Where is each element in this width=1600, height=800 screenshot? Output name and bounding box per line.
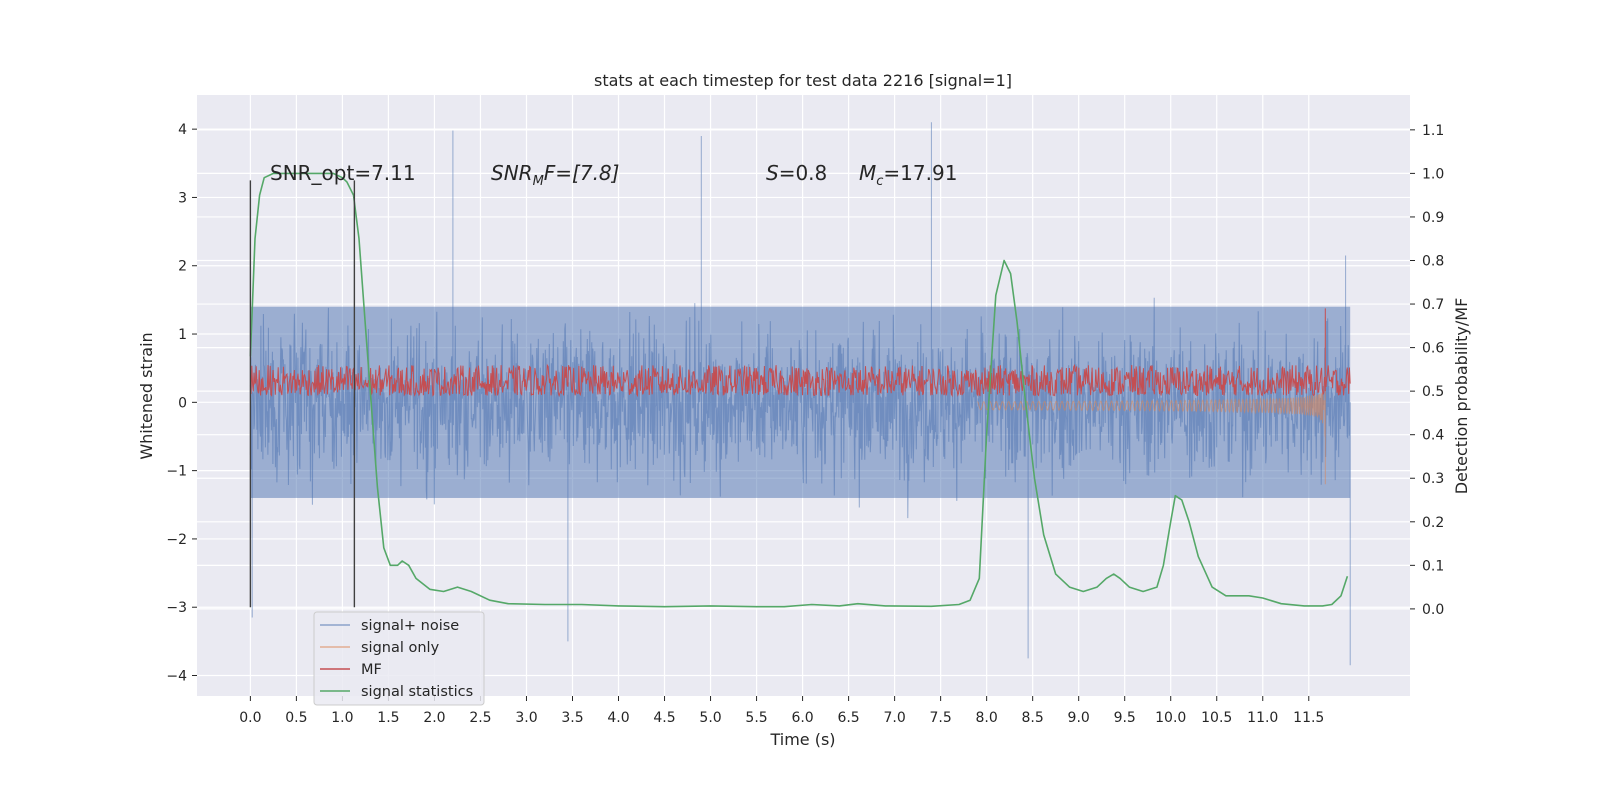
mc-value: =17.91: [883, 161, 957, 185]
x-tick-label: 5.0: [699, 710, 721, 726]
x-tick-label: 4.5: [653, 710, 675, 726]
y-left-tick-label: −2: [166, 532, 187, 548]
legend-label-signal-only: signal only: [361, 640, 440, 656]
y-right-tick-label: 0.6: [1422, 341, 1444, 357]
x-tick-label: 1.0: [331, 710, 353, 726]
snr-mf-suffix: F=[7.8]: [544, 161, 620, 185]
series-signal-noise: [249, 122, 1351, 666]
y-right-tick-label: 0.1: [1422, 558, 1444, 574]
y-left-tick-label: 4: [178, 122, 187, 138]
s-value: =0.8: [779, 161, 828, 185]
snr-opt-annotation: SNR_opt=7.11: [270, 161, 416, 185]
x-tick-label: 6.0: [791, 710, 813, 726]
mc-annotation: Mc=17.91: [859, 161, 957, 189]
y-right-tick-label: 0.0: [1422, 602, 1444, 618]
legend-label-signal-statistics: signal statistics: [361, 684, 473, 700]
y-left-tick-label: 0: [178, 395, 187, 411]
x-tick-label: 0.0: [239, 710, 261, 726]
legend: signal+ noise signal only MF signal stat…: [313, 611, 485, 706]
x-tick-label: 2.0: [423, 710, 445, 726]
x-tick-label: 9.5: [1114, 710, 1136, 726]
x-tick-label: 8.0: [976, 710, 998, 726]
series-layer: [249, 122, 1351, 666]
x-tick-label: 8.5: [1022, 710, 1044, 726]
y-left-tick-label: −4: [166, 669, 187, 685]
y-left-tick-label: −1: [166, 464, 187, 480]
y-right-tick-label: 0.3: [1422, 471, 1444, 487]
x-tick-label: 6.5: [837, 710, 859, 726]
series-signal-statistics: [249, 172, 1349, 608]
x-tick-label: 1.5: [377, 710, 399, 726]
series-signal-only: [977, 317, 1326, 485]
y-left-tick-label: 3: [178, 190, 187, 206]
y-right-tick-label: 0.4: [1422, 428, 1444, 444]
legend-label-signal-noise: signal+ noise: [361, 618, 459, 634]
y-right-tick-label: 0.7: [1422, 297, 1444, 313]
x-tick-label: 3.0: [515, 710, 537, 726]
y-right-tick-label: 0.2: [1422, 515, 1444, 531]
mc-prefix: M: [859, 161, 876, 185]
y-left-tick-label: 2: [178, 259, 187, 275]
y-left-axis-ticks: 4 3 2 1 0 −1 −2 −3 −4: [166, 122, 197, 685]
x-tick-label: 7.5: [929, 710, 951, 726]
y-right-tick-label: 0.9: [1422, 210, 1444, 226]
x-tick-label: 9.0: [1068, 710, 1090, 726]
x-axis-label: Time (s): [769, 730, 835, 749]
y-right-axis-label: Detection probability/MF: [1452, 298, 1471, 495]
y-right-tick-label: 0.8: [1422, 253, 1444, 269]
x-tick-label: 11.5: [1293, 710, 1324, 726]
y-right-axis-ticks: 1.1 1.0 0.9 0.8 0.7 0.6 0.5 0.4 0.3 0.2 0.1 0.0: [1410, 123, 1444, 618]
snr-mf-sub: M: [533, 174, 544, 189]
x-tick-label: 11.0: [1247, 710, 1278, 726]
y-left-tick-label: −3: [166, 600, 187, 616]
x-tick-label: 3.5: [561, 710, 583, 726]
y-right-tick-label: 0.5: [1422, 384, 1444, 400]
y-right-tick-label: 1.1: [1422, 123, 1444, 139]
x-tick-label: 5.5: [745, 710, 767, 726]
snr-mf-annotation: SNRMF=[7.8]: [491, 161, 619, 189]
x-tick-label: 2.5: [469, 710, 491, 726]
y-left-tick-label: 1: [178, 327, 187, 343]
legend-label-mf: MF: [361, 662, 382, 678]
x-tick-label: 0.5: [285, 710, 307, 726]
series-mf: [249, 308, 1351, 398]
x-tick-label: 10.0: [1155, 710, 1186, 726]
s-prefix: S: [766, 161, 779, 185]
mc-sub: c: [876, 174, 883, 189]
vertical-markers: [249, 180, 356, 608]
y-right-tick-label: 1.0: [1422, 166, 1444, 182]
s-annotation: S=0.8: [766, 161, 827, 185]
x-tick-label: 10.5: [1201, 710, 1232, 726]
y-left-axis-label: Whitened strain: [137, 332, 156, 459]
x-axis-ticks: 0.0 0.5 1.0 1.5 2.0 2.5 3.0 3.5 4.0 4.5 5.0 5.5 6.0 6…: [239, 696, 1324, 726]
x-tick-label: 7.0: [883, 710, 905, 726]
chart-title: stats at each timestep for test data 221…: [594, 71, 1012, 90]
x-tick-label: 4.0: [607, 710, 629, 726]
snr-mf-prefix: SNR: [491, 161, 533, 185]
